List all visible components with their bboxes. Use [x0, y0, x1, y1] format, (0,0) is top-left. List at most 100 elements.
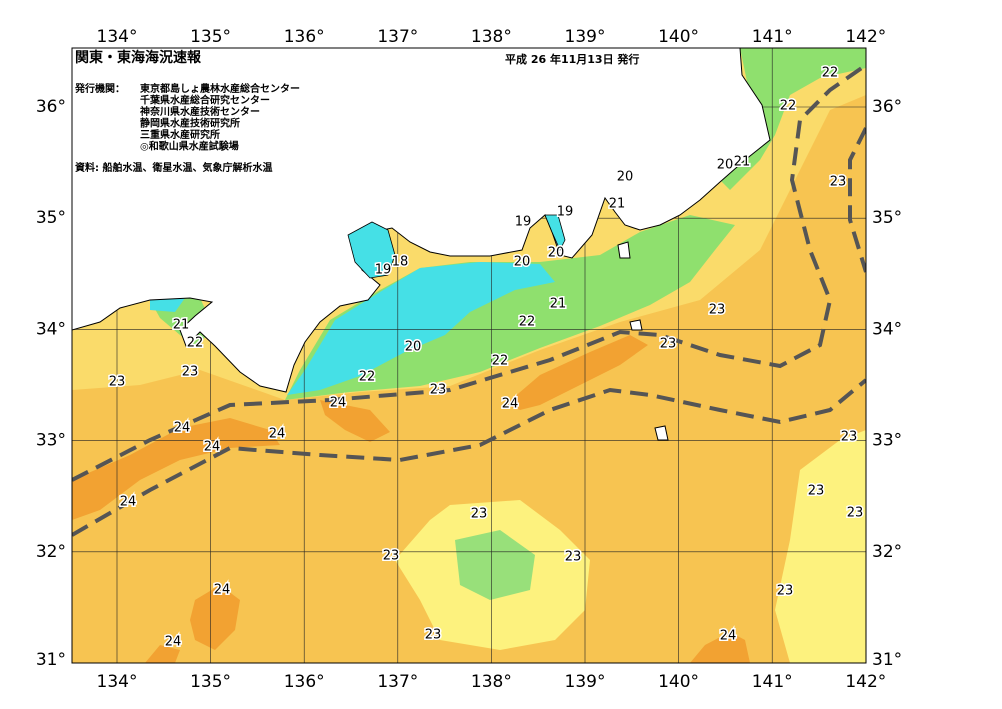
contour-label: 23 — [565, 550, 582, 565]
lon-label-top: 138° — [471, 27, 512, 47]
axis-labels: 134° 134° 135° 135° 136° 136° 137° 137° 138° 138°… — [36, 27, 902, 692]
contour-label: 22 — [519, 315, 536, 330]
contour-label: 24 — [269, 427, 286, 442]
lon-label-top: 141° — [752, 27, 793, 47]
lat-label-right: 31° — [872, 650, 902, 670]
contour-label: 23 — [830, 175, 847, 190]
suruga-bay — [544, 214, 566, 251]
contour-label: 24 — [720, 629, 737, 644]
contour-label: 20 — [717, 158, 734, 173]
contour-label: 23 — [808, 484, 825, 499]
contour-label: 23 — [841, 430, 858, 445]
contour-label: 22 — [492, 354, 509, 369]
sea-24 — [72, 418, 280, 520]
sea-green-south — [455, 530, 535, 600]
contour-label: 20 — [405, 340, 422, 355]
lon-label-top: 134° — [97, 27, 138, 47]
lon-label-bottom: 142° — [845, 672, 886, 692]
lat-label-left: 32° — [36, 542, 66, 562]
contour-label: 24 — [502, 397, 519, 412]
contour-label: 20 — [514, 255, 531, 270]
contour-label: 19 — [515, 215, 532, 230]
kuroshio-axis — [72, 63, 866, 537]
contour-label: 19 — [375, 263, 392, 278]
contour-label: 23 — [109, 375, 126, 390]
issue-date: 平成 26 年11月13日 発行 — [505, 52, 639, 66]
lon-label-top: 142° — [845, 27, 886, 47]
map-frame — [71, 47, 867, 664]
lon-label-top: 139° — [565, 27, 606, 47]
island — [654, 425, 669, 441]
issuers-label: 発行機関： — [74, 82, 125, 95]
contour-label: 22 — [359, 370, 376, 385]
lon-label-top: 135° — [190, 27, 231, 47]
sea-cyan — [287, 262, 555, 395]
island — [629, 319, 643, 331]
contour-label: 24 — [165, 635, 182, 650]
contour-label: 23 — [777, 584, 794, 599]
lat-label-left: 36° — [36, 97, 66, 117]
lon-label-bottom: 136° — [284, 672, 325, 692]
lat-label-left: 35° — [36, 208, 66, 228]
lon-label-bottom: 134° — [97, 672, 138, 692]
sea-24 — [690, 632, 750, 663]
issuer: 東京都島しょ農林水産総合センター — [140, 82, 300, 95]
contour-label: 21 — [609, 197, 626, 212]
contour-label: 22 — [822, 66, 839, 81]
lon-label-bottom: 139° — [565, 672, 606, 692]
contour-label: 18 — [392, 255, 409, 270]
lat-label-right: 36° — [872, 97, 902, 117]
sea-24 — [505, 335, 648, 410]
contour-label: 20 — [548, 246, 565, 261]
issuer: 千葉県水産総合研究センター — [140, 94, 270, 107]
contour-label: 23 — [182, 365, 199, 380]
lon-label-bottom: 137° — [377, 672, 418, 692]
lon-label-top: 140° — [658, 27, 699, 47]
ise-bay — [347, 221, 396, 279]
lat-label-right: 34° — [872, 319, 902, 339]
lon-label-bottom: 141° — [752, 672, 793, 692]
source: 資料: 船舶水温、衛星水温、気象庁解析水温 — [75, 161, 272, 174]
contour-label: 23 — [660, 337, 677, 352]
contour-label: 21 — [734, 155, 751, 170]
contour-label: 20 — [617, 170, 634, 185]
sea-24 — [320, 400, 390, 442]
contour-label: 19 — [557, 205, 574, 220]
lat-label-right: 32° — [872, 542, 902, 562]
contour-label: 24 — [214, 583, 231, 598]
sea-24 — [190, 585, 240, 650]
contour-label: 21 — [173, 318, 190, 333]
contour-label: 22 — [780, 99, 797, 114]
lon-label-bottom: 138° — [471, 672, 512, 692]
lon-label-top: 136° — [284, 27, 325, 47]
issuer: 神奈川県水産技術センター — [140, 105, 260, 118]
sea-green-ne — [715, 48, 866, 190]
contour-label: 24 — [330, 396, 347, 411]
lat-label-right: 33° — [872, 431, 902, 451]
sea-cool-east — [775, 430, 866, 663]
lat-label-left: 33° — [36, 431, 66, 451]
lon-label-bottom: 140° — [658, 672, 699, 692]
contour-label: 24 — [204, 440, 221, 455]
lat-label-right: 35° — [872, 208, 902, 228]
lon-label-top: 137° — [377, 27, 418, 47]
issuer: 三重県水産研究所 — [140, 128, 220, 141]
contour-label: 23 — [383, 549, 400, 564]
sea-cyan-channel — [150, 298, 185, 312]
contour-label: 23 — [847, 506, 864, 521]
contour-label: 24 — [120, 495, 137, 510]
contour-label: 23 — [471, 507, 488, 522]
sea-24 — [145, 645, 180, 663]
issuer: ◎和歌山県水産試験場 — [140, 140, 239, 153]
lat-label-left: 34° — [36, 319, 66, 339]
land — [72, 48, 771, 393]
island — [617, 241, 631, 259]
contour-label: 23 — [425, 628, 442, 643]
contour-label: 21 — [550, 297, 567, 312]
contour-label: 23 — [709, 303, 726, 318]
contour-label: 23 — [430, 383, 447, 398]
issuer: 静岡県水産技術研究所 — [140, 117, 240, 130]
